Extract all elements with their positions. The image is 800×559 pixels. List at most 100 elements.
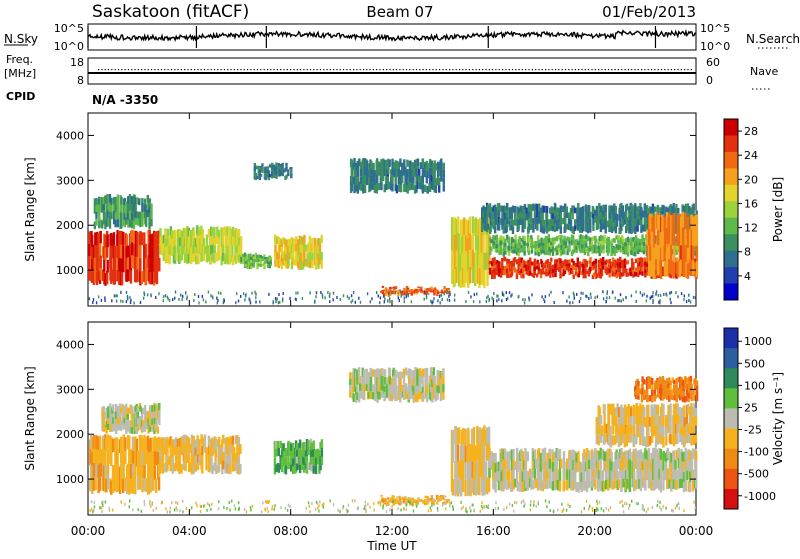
data-cell — [645, 217, 647, 224]
data-cell — [420, 287, 422, 289]
data-cell — [134, 480, 136, 495]
data-cell — [660, 449, 662, 460]
data-cell — [99, 436, 101, 450]
ground-scatter-cell — [562, 291, 563, 294]
data-cell — [499, 218, 501, 225]
data-cell — [121, 272, 123, 286]
data-cell — [136, 257, 138, 270]
data-cell — [253, 265, 255, 268]
nave-point — [254, 69, 255, 70]
data-cell — [117, 412, 119, 418]
data-cell — [525, 461, 527, 470]
ground-scatter-cell — [283, 292, 284, 295]
data-cell — [114, 271, 116, 284]
data-cell — [283, 443, 285, 451]
ground-scatter-cell — [444, 292, 445, 295]
data-cell — [657, 260, 659, 275]
data-cell — [426, 376, 428, 385]
ground-scatter-cell — [174, 297, 175, 300]
ground-scatter-cell — [651, 295, 652, 298]
data-cell — [684, 229, 686, 245]
ground-scatter-cell — [92, 301, 93, 304]
nave-point — [545, 69, 546, 70]
data-cell — [157, 244, 159, 257]
ground-scatter-cell — [681, 292, 682, 295]
data-cell — [469, 217, 471, 234]
data-cell — [389, 368, 391, 376]
y-tick-label: 4000 — [56, 129, 84, 142]
data-cell — [372, 392, 374, 400]
data-cell — [218, 437, 220, 446]
data-cell — [664, 246, 666, 261]
data-cell — [552, 265, 554, 269]
data-cell — [415, 293, 417, 294]
data-cell — [161, 236, 163, 246]
data-cell — [110, 205, 112, 212]
data-cell — [568, 241, 570, 245]
ground-scatter-cell — [454, 294, 455, 297]
data-cell — [619, 273, 621, 279]
nave-point — [446, 69, 447, 70]
data-cell — [422, 185, 424, 194]
data-cell — [366, 169, 368, 177]
data-cell — [434, 289, 436, 290]
nave-point — [552, 69, 553, 70]
data-cell — [451, 461, 453, 477]
data-cell — [310, 464, 312, 471]
ground-scatter-cell — [670, 301, 671, 304]
nave-point — [151, 69, 152, 70]
data-cell — [527, 471, 529, 481]
ground-scatter-cell — [187, 295, 188, 298]
data-cell — [313, 465, 315, 473]
data-cell — [424, 185, 426, 193]
data-cell — [311, 238, 313, 246]
data-cell — [144, 405, 146, 412]
data-cell — [563, 451, 565, 461]
data-cell — [571, 212, 573, 219]
data-cell — [391, 167, 393, 175]
ground-scatter-cell — [370, 300, 371, 303]
data-cell — [442, 368, 444, 376]
data-cell — [619, 262, 621, 268]
ground-scatter-cell — [430, 300, 431, 303]
ground-scatter-cell — [603, 297, 604, 300]
data-cell — [530, 480, 532, 490]
data-cell — [139, 245, 141, 259]
nave-point — [625, 69, 626, 70]
data-cell — [644, 448, 646, 459]
data-cell — [129, 219, 131, 227]
data-cell — [534, 263, 536, 267]
data-cell — [488, 476, 490, 492]
nave-point — [628, 69, 629, 70]
data-cell — [226, 236, 228, 246]
data-cell — [544, 448, 546, 459]
data-cell — [88, 244, 90, 256]
data-cell — [213, 254, 215, 263]
data-cell — [387, 166, 389, 174]
data-cell — [462, 428, 464, 444]
ground-scatter-cell — [133, 302, 134, 305]
ground-scatter-cell — [531, 293, 532, 296]
data-cell — [549, 479, 551, 489]
data-cell — [438, 178, 440, 186]
data-cell — [444, 496, 446, 498]
data-cell — [626, 450, 628, 460]
ground-scatter-cell — [439, 295, 440, 298]
data-cell — [605, 205, 607, 212]
beam-title: Beam 07 — [366, 3, 433, 21]
data-cell — [634, 219, 636, 227]
data-cell — [620, 481, 622, 492]
data-cell — [411, 292, 413, 294]
nave-point — [317, 69, 318, 70]
data-cell — [98, 213, 100, 221]
ground-scatter-cell — [695, 296, 696, 299]
data-cell — [581, 244, 583, 248]
data-cell — [114, 197, 116, 205]
data-cell — [560, 213, 562, 220]
data-cell — [609, 273, 611, 278]
data-cell — [574, 225, 576, 231]
data-cell — [571, 270, 573, 274]
data-cell — [229, 465, 231, 474]
data-cell — [143, 478, 145, 491]
data-cell — [595, 246, 597, 250]
